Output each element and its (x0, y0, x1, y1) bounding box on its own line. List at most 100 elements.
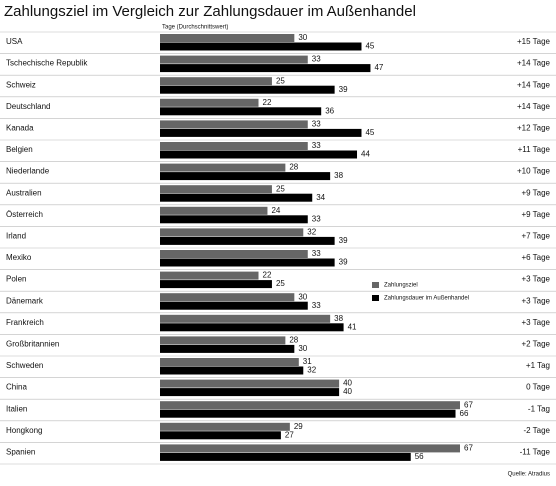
bar (160, 358, 299, 366)
category-label: China (6, 383, 27, 392)
value-label: 25 (276, 76, 285, 85)
value-label: 40 (343, 387, 352, 396)
value-label: 33 (312, 214, 321, 223)
difference-label: +2 Tage (521, 340, 550, 349)
value-label: 33 (312, 141, 321, 150)
value-label: 39 (339, 258, 348, 267)
bar (160, 64, 371, 73)
bar (160, 314, 331, 323)
value-label: 27 (285, 430, 294, 439)
difference-label: -11 Tage (520, 448, 551, 457)
bar (160, 388, 340, 397)
bar (160, 452, 411, 461)
value-label: 22 (263, 98, 272, 107)
value-label: 67 (464, 400, 473, 409)
bar (160, 444, 460, 453)
source: Quelle: Atradius (508, 472, 550, 478)
category-label: Australien (6, 188, 42, 197)
difference-label: +12 Tage (517, 124, 551, 133)
difference-label: +7 Tage (521, 232, 550, 241)
value-label: 36 (325, 106, 334, 115)
bar (160, 323, 344, 332)
category-label: Dänemark (6, 296, 44, 305)
category-label: USA (6, 37, 23, 46)
bar (160, 250, 308, 258)
value-label: 28 (289, 163, 298, 172)
value-label: 30 (298, 33, 307, 42)
category-label: Schweiz (6, 80, 36, 89)
bar (160, 280, 272, 289)
bar (160, 120, 308, 129)
bar (160, 293, 295, 302)
bar (160, 128, 362, 137)
category-label: Mexiko (6, 253, 32, 262)
bar (160, 77, 272, 86)
category-label: Tschechische Republik (6, 59, 88, 68)
value-label: 24 (271, 206, 280, 215)
value-label: 29 (294, 422, 303, 431)
difference-label: 0 Tage (526, 383, 550, 392)
bar (160, 185, 272, 194)
difference-label: +10 Tage (517, 167, 551, 176)
value-label: 56 (415, 452, 424, 461)
value-label: 25 (276, 279, 285, 288)
legend-label: Zahlungsdauer im Außenhandel (384, 296, 469, 302)
difference-label: +9 Tage (521, 188, 550, 197)
difference-label: +9 Tage (521, 210, 550, 219)
value-label: 39 (339, 236, 348, 245)
difference-label: +3 Tage (521, 318, 550, 327)
value-label: 39 (339, 85, 348, 94)
bar (160, 98, 259, 107)
value-label: 40 (343, 379, 352, 388)
category-label: Deutschland (6, 102, 50, 111)
difference-label: +14 Tage (517, 59, 551, 68)
legend-swatch (372, 282, 379, 288)
value-label: 31 (303, 357, 312, 366)
difference-label: +3 Tage (521, 275, 550, 284)
bar (160, 34, 295, 42)
bar (160, 409, 456, 418)
legend-swatch (372, 295, 379, 301)
value-label: 30 (298, 292, 307, 301)
category-label: Spanien (6, 448, 35, 457)
bar (160, 301, 308, 310)
difference-label: -2 Tage (523, 426, 550, 435)
value-label: 44 (361, 150, 370, 159)
value-label: 66 (460, 409, 469, 418)
value-label: 45 (365, 128, 374, 137)
bar (160, 163, 286, 172)
difference-label: +11 Tage (518, 145, 551, 154)
bar (160, 142, 308, 150)
value-label: 47 (374, 63, 383, 72)
category-label: Schweden (6, 361, 43, 370)
value-label: 38 (334, 171, 343, 180)
category-label: Frankreich (6, 318, 44, 327)
bar (160, 236, 335, 245)
value-label: 45 (365, 42, 374, 51)
bar (160, 55, 308, 64)
bar (160, 336, 286, 345)
difference-label: +3 Tage (521, 296, 550, 305)
value-label: 33 (312, 301, 321, 310)
value-label: 34 (316, 193, 325, 202)
category-label: Irland (6, 232, 26, 241)
legend-label: Zahlungsziel (384, 283, 418, 289)
bar (160, 215, 308, 224)
bar (160, 42, 362, 51)
difference-label: +1 Tag (526, 361, 550, 370)
value-label: 33 (312, 55, 321, 64)
value-label: 41 (348, 322, 357, 331)
category-label: Belgien (6, 145, 33, 154)
value-label: 28 (289, 336, 298, 345)
value-label: 33 (312, 249, 321, 258)
difference-label: +15 Tage (517, 37, 551, 46)
category-label: Kanada (6, 124, 34, 133)
value-label: 32 (307, 366, 316, 375)
bar (160, 379, 340, 388)
bar (160, 271, 259, 280)
category-label: Hongkong (6, 426, 42, 435)
axis-label: Tage (Durchschnittswert) (162, 25, 228, 31)
category-label: Niederlande (6, 167, 50, 176)
